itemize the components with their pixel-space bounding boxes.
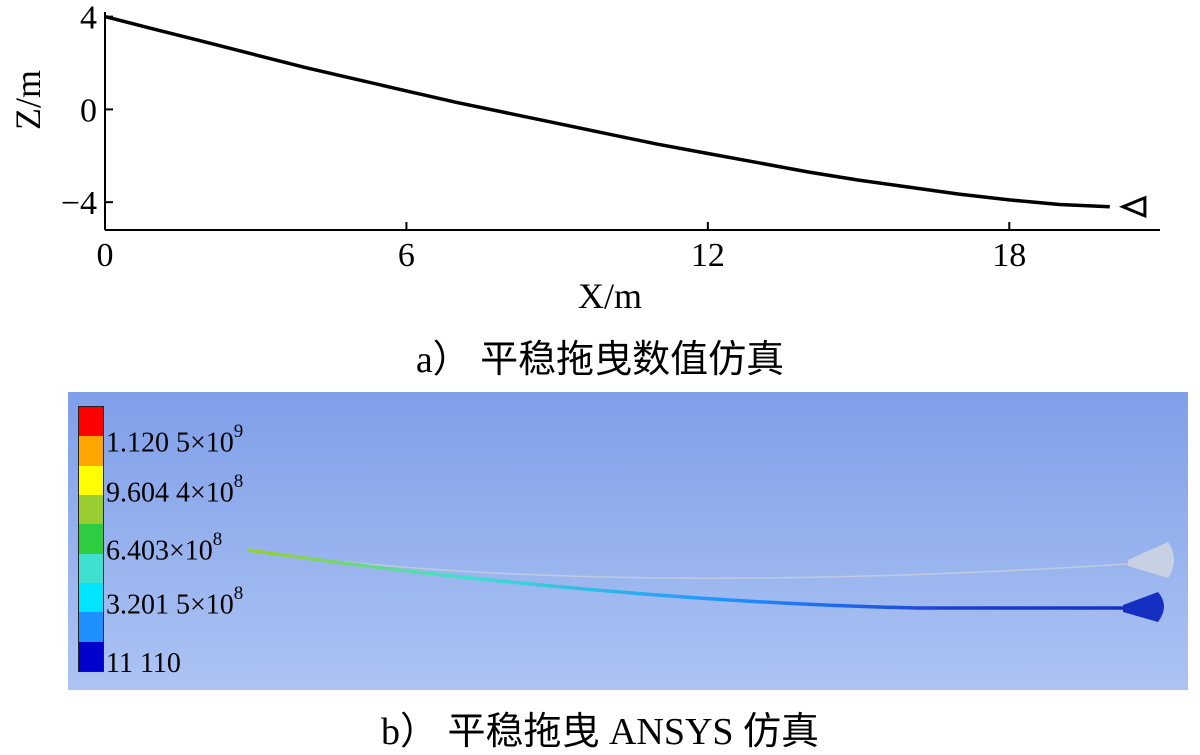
drogue-end-marker — [1118, 195, 1147, 219]
legend-value: 11 110 — [106, 650, 181, 678]
chart-axes — [104, 12, 1160, 231]
legend-exponent: 8 — [233, 471, 244, 492]
caption-a: a） 平稳拖曳数值仿真 — [415, 339, 785, 381]
drogue — [1123, 592, 1164, 622]
x-tick-label: 18 — [992, 237, 1026, 274]
legend-value: 6.403×108 — [106, 530, 222, 567]
color-scale-band — [79, 582, 103, 613]
legend-exponent: 9 — [233, 421, 244, 442]
y-tick-label: 4 — [80, 0, 97, 37]
ghost-cable — [247, 549, 1129, 579]
legend-exponent: 8 — [212, 529, 223, 550]
ansys-cable-render — [247, 542, 1174, 622]
legend-value: 9.604 4×108 — [106, 472, 243, 509]
x-tick-label: 6 — [398, 237, 415, 274]
legend-mantissa: 9.604 4×10 — [106, 477, 234, 509]
cable-profile-line — [104, 14, 1110, 209]
legend-value: 3.201 5×108 — [106, 584, 243, 621]
x-axis-title: X/m — [578, 276, 642, 316]
x-tick-label: 12 — [691, 237, 725, 274]
ansys-simulation-panel: 1.120 5×109 9.604 4×108 6.403×108 3.201 5×1… — [68, 392, 1188, 690]
color-scale-band — [79, 436, 103, 466]
stress-color-scale — [78, 406, 104, 672]
color-scale-band — [79, 407, 103, 437]
legend-exponent: 8 — [233, 583, 244, 604]
color-scale-band — [79, 641, 103, 671]
ghost-drogue — [1128, 542, 1174, 578]
caption-b: b） 平稳拖曳 ANSYS 仿真 — [380, 711, 820, 753]
chart-series — [104, 14, 1147, 219]
legend-mantissa: 1.120 5×10 — [106, 427, 234, 459]
x-tick-label: 0 — [97, 237, 114, 274]
legend-mantissa: 6.403×10 — [106, 535, 213, 567]
y-axis-title: Z/m — [8, 70, 48, 130]
legend-mantissa: 3.201 5×10 — [106, 589, 234, 621]
color-scale-band — [79, 465, 103, 495]
legend-mantissa: 11 110 — [106, 648, 181, 679]
color-scale-band — [79, 553, 103, 583]
y-tick-label: 0 — [80, 92, 97, 129]
color-scale-band — [79, 524, 103, 554]
color-scale-band — [79, 612, 103, 642]
legend-value: 1.120 5×109 — [106, 422, 243, 459]
y-tick-label: −4 — [61, 185, 97, 222]
color-scale-band — [79, 494, 103, 525]
cable — [247, 548, 1128, 610]
